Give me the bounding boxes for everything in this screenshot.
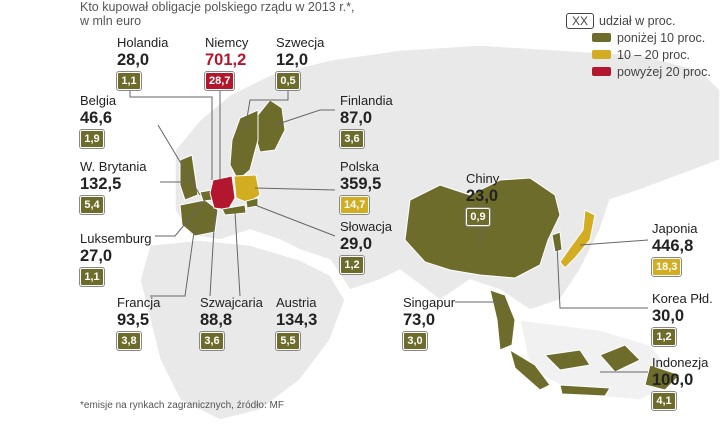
country-label: Francja 93,5 3,8 <box>116 295 161 351</box>
country-label: Korea Płd. 30,0 1,2 <box>651 291 713 347</box>
country-name: Chiny <box>466 171 500 186</box>
legend-row: 10 – 20 proc. <box>566 46 711 63</box>
map-title: Kto kupował obligacje polskiego rządu w … <box>80 0 354 28</box>
share-badge: 1,1 <box>79 267 105 287</box>
country-label: Holandia 28,0 1,1 <box>116 35 169 91</box>
share-badge: 14,7 <box>338 195 371 215</box>
legend-row: powyżej 20 proc. <box>566 63 711 80</box>
country-label: Finlandia 87,0 3,6 <box>339 93 393 149</box>
country-value: 29,0 <box>340 235 373 253</box>
country-value: 27,0 <box>80 247 113 265</box>
country-name: Słowacja <box>340 219 393 234</box>
country-label: Polska 359,5 14,7 <box>338 159 382 215</box>
country-value: 132,5 <box>80 175 122 193</box>
share-badge: 3,6 <box>199 331 225 351</box>
korea <box>551 231 563 253</box>
country-name: W. Brytania <box>80 159 147 174</box>
footnote: *emisje na rynkach zagranicznych, źródło… <box>80 400 284 411</box>
title-line: Kto kupował obligacje polskiego rządu w … <box>80 0 355 14</box>
japan <box>559 209 596 269</box>
country-name: Francja <box>117 295 161 310</box>
share-badge: 0,5 <box>275 71 301 91</box>
legend-swatch <box>592 67 611 76</box>
country-name: Holandia <box>117 35 169 50</box>
legend-label: 10 – 20 proc. <box>617 47 690 62</box>
country-value: 446,8 <box>652 237 694 255</box>
country-name: Singapur <box>403 295 456 310</box>
country-label: Belgia 46,6 1,9 <box>79 93 117 149</box>
country-value: 12,0 <box>276 51 309 69</box>
country-name: Japonia <box>652 221 698 236</box>
legend-label: powyżej 20 proc. <box>617 64 711 79</box>
country-name: Indonezja <box>652 355 709 370</box>
country-name: Szwajcaria <box>200 295 263 310</box>
sweden <box>229 109 259 181</box>
country-value: 701,2 <box>205 51 247 69</box>
leader-lines <box>129 90 649 373</box>
country-name: Szwecja <box>276 35 325 50</box>
share-badge: 1,2 <box>339 255 365 275</box>
share-badge: 5,4 <box>79 195 105 215</box>
country-label: Indonezja 100,0 4,1 <box>651 355 709 411</box>
country-value: 28,0 <box>117 51 150 69</box>
country-label: W. Brytania 132,5 5,4 <box>79 159 147 215</box>
share-badge: 28,7 <box>203 71 236 91</box>
share-badge: 3,0 <box>402 331 428 351</box>
country-value: 359,5 <box>340 175 382 193</box>
france <box>179 199 219 237</box>
share-badge: 5,5 <box>275 331 301 351</box>
country-label: Singapur 73,0 3,0 <box>402 295 456 351</box>
country-name: Belgia <box>80 93 117 108</box>
legend-row: poniżej 10 proc. <box>566 29 711 46</box>
country-label: Luksemburg 27,0 1,1 <box>79 231 152 287</box>
share-badge: 1,2 <box>651 327 677 347</box>
country-value: 30,0 <box>652 307 685 325</box>
country-value: 73,0 <box>403 311 436 329</box>
country-value: 134,3 <box>276 311 318 329</box>
share-badge: 3,6 <box>339 129 365 149</box>
country-label: Chiny 23,0 0,9 <box>465 171 500 227</box>
indonesia <box>509 344 681 397</box>
share-badge: 18,3 <box>650 257 683 277</box>
legend-label: udział w proc. <box>599 13 676 28</box>
country-value: 46,6 <box>80 109 113 127</box>
country-value: 88,8 <box>200 311 233 329</box>
country-name: Luksemburg <box>80 231 152 246</box>
germany <box>209 175 236 211</box>
share-badge: 4,1 <box>651 391 677 411</box>
share-badge: 1,1 <box>116 71 142 91</box>
share-badge: 0,9 <box>465 207 491 227</box>
share-badge: 1,9 <box>79 129 105 149</box>
country-value: 93,5 <box>117 311 150 329</box>
country-name: Austria <box>276 295 317 310</box>
legend-box: XX <box>566 12 595 29</box>
legend-row: XX udział w proc. <box>566 12 711 29</box>
country-name: Korea Płd. <box>652 291 713 306</box>
legend-swatch <box>592 50 611 59</box>
china <box>404 177 561 279</box>
country-label: Austria 134,3 5,5 <box>275 295 318 351</box>
country-label: Słowacja 29,0 1,2 <box>339 219 393 275</box>
country-label: Szwecja 12,0 0,5 <box>275 35 325 91</box>
country-label: Japonia 446,8 18,3 <box>650 221 698 277</box>
country-label: Szwajcaria 88,8 3,6 <box>199 295 263 351</box>
country-value: 87,0 <box>340 109 373 127</box>
subtitle-line: w mln euro <box>80 14 142 28</box>
singapore-region <box>489 289 516 351</box>
country-value: 100,0 <box>652 371 694 389</box>
austria <box>221 204 247 216</box>
country-value: 23,0 <box>466 187 499 205</box>
country-name: Niemcy <box>205 35 249 50</box>
legend-label: poniżej 10 proc. <box>617 30 706 45</box>
legend-swatch <box>592 33 611 42</box>
legend: XX udział w proc. poniżej 10 proc. 10 – 2… <box>566 12 711 80</box>
country-name: Polska <box>340 159 380 174</box>
country-name: Finlandia <box>340 93 393 108</box>
country-label: Niemcy 701,2 28,7 <box>203 35 249 91</box>
share-badge: 3,8 <box>116 331 142 351</box>
